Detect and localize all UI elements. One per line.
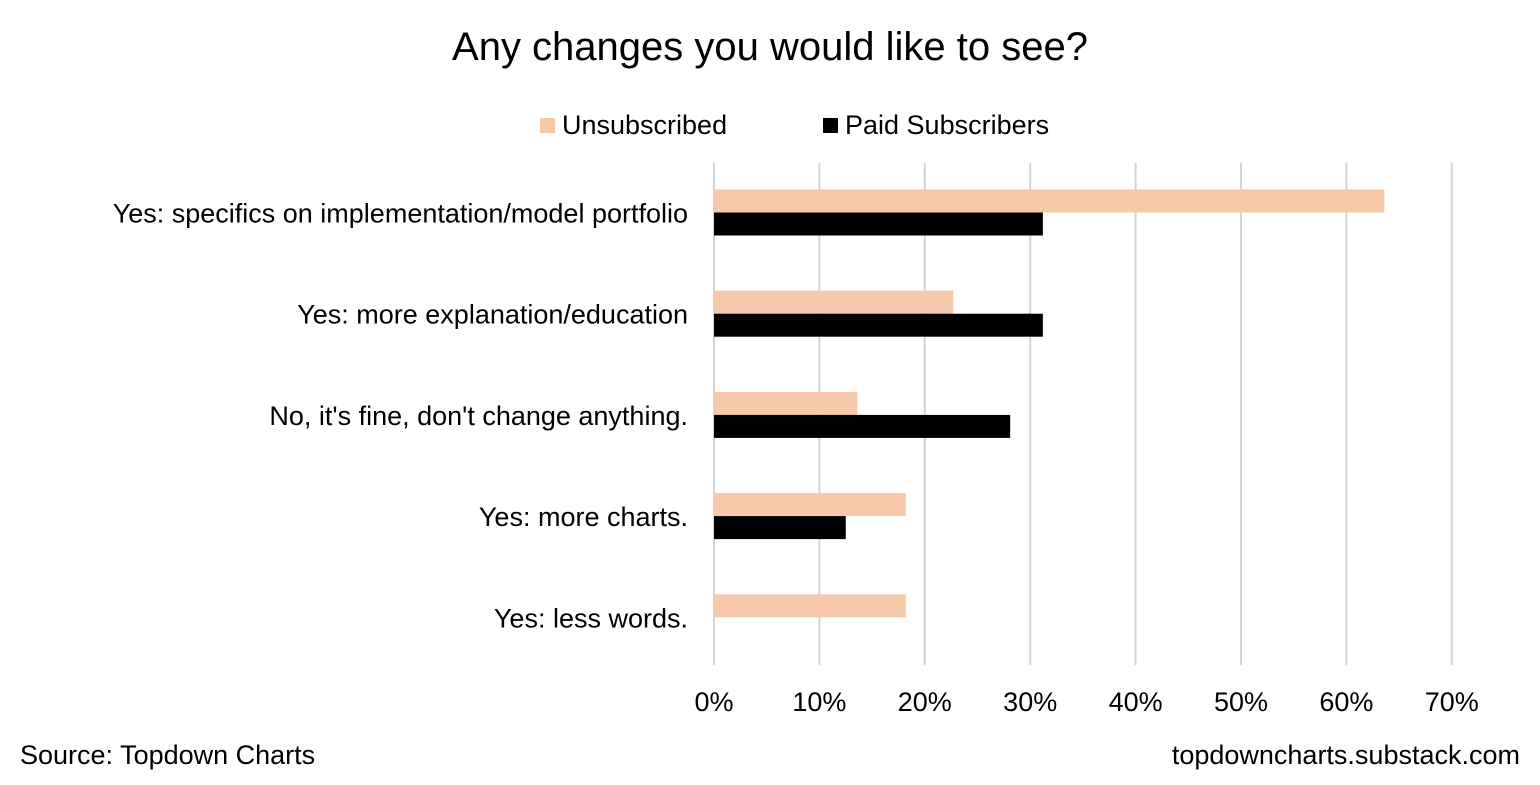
bar-paid-1 [714,313,1043,337]
category-labels: Yes: specifics on implementation/model p… [113,199,688,634]
source-note: Source: Topdown Charts [20,740,316,770]
category-label-1: Yes: more explanation/education [297,300,688,330]
category-label-2: No, it's fine, don't change anything. [269,401,688,431]
legend-label-paid: Paid Subscribers [845,110,1049,140]
tick-label-0: 0% [694,687,733,717]
category-label-3: Yes: more charts. [479,502,688,532]
gridlines [713,163,1453,665]
bar-unsubscribed-2 [714,391,858,415]
bar-paid-0 [714,212,1043,236]
tick-label-10: 10% [792,687,846,717]
bar-paid-3 [714,516,846,540]
bar-unsubscribed-1 [714,290,954,314]
tick-label-50: 50% [1214,687,1268,717]
tick-label-60: 60% [1319,687,1373,717]
chart-title: Any changes you would like to see? [452,25,1088,69]
x-axis-ticks: 0% 10% 20% 30% 40% 50% 60% 70% [694,687,1478,717]
category-label-4: Yes: less words. [494,603,688,633]
tick-label-20: 20% [898,687,952,717]
bar-unsubscribed-3 [714,493,906,517]
bar-paid-2 [714,414,1011,438]
tick-label-40: 40% [1109,687,1163,717]
bar-unsubscribed-0 [714,189,1385,213]
legend-swatch-unsubscribed [540,118,555,133]
legend: Unsubscribed Paid Subscribers [540,110,1049,140]
site-credit: topdowncharts.substack.com [1171,740,1520,770]
tick-label-30: 30% [1003,687,1057,717]
bars [714,189,1385,618]
legend-swatch-paid [823,118,838,133]
category-label-0: Yes: specifics on implementation/model p… [113,199,688,229]
tick-label-70: 70% [1425,687,1479,717]
legend-label-unsubscribed: Unsubscribed [562,110,727,140]
bar-unsubscribed-4 [714,594,906,618]
